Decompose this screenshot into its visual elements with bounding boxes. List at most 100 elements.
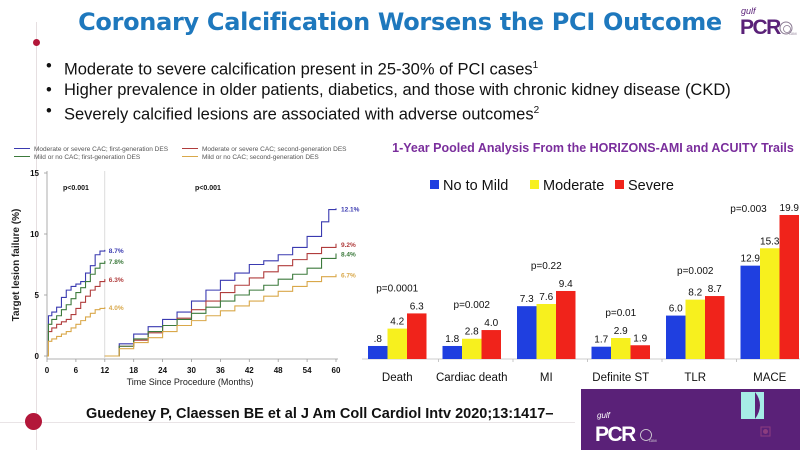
bar-value-label: .8 (374, 334, 383, 345)
end-value-label: 8.7% (109, 248, 124, 255)
footer-logo-small-text: gulf (597, 411, 611, 420)
decorative-vertical-line (36, 22, 37, 450)
bar (442, 345, 462, 359)
bar-chart-title: 1-Year Pooled Analysis From the HORIZONS… (392, 141, 794, 155)
km-line-segment-1 (47, 279, 106, 357)
bar-value-label: 1.7 (594, 335, 608, 346)
bar (536, 304, 556, 359)
bar (556, 290, 576, 359)
logo-main-text: PCR (740, 16, 781, 39)
k-logo-bar (741, 392, 755, 419)
legend-line (182, 156, 198, 157)
logo-ring-icon (779, 21, 793, 35)
km-line-segment-1 (47, 260, 106, 357)
bar (740, 265, 760, 359)
p-value-label: p=0.0001 (376, 283, 418, 294)
y-tick-label: 10 (30, 230, 39, 239)
legend-item: No to Mild (430, 178, 508, 194)
end-value-label: 9.2% (341, 242, 356, 249)
legend-item: Mild or no CAC; first-generation DES (14, 154, 140, 161)
bar (517, 306, 537, 359)
category-label: TLR (684, 372, 706, 384)
bullet-item: Higher prevalence in older patients, dia… (46, 80, 731, 101)
small-square-icon (760, 426, 771, 437)
bar (407, 313, 427, 359)
legend-swatch (530, 180, 539, 189)
x-tick-label: 12 (100, 366, 109, 375)
km-line-segment-2 (104, 274, 337, 357)
bar-value-label: 2.9 (614, 326, 628, 337)
bar (611, 338, 631, 359)
x-tick-label: 24 (158, 366, 167, 375)
bar (368, 345, 388, 359)
bar-value-label: 4.0 (484, 318, 498, 329)
footnote-ref: 1 (532, 60, 539, 71)
end-value-label: 8.4% (341, 252, 356, 259)
y-tick-label: 0 (35, 352, 40, 361)
bar (760, 248, 780, 359)
logo-small-text: gulf (741, 6, 757, 16)
y-tick-label: 15 (30, 169, 39, 178)
p-value-annotation: p<0.001 (63, 185, 89, 192)
x-tick-label: 18 (129, 366, 138, 375)
x-tick-label: 42 (245, 366, 254, 375)
bar (705, 296, 725, 359)
legend-swatch (430, 180, 439, 189)
category-label: MACE (753, 372, 787, 384)
footer-logos: gulf PCR GIM (595, 392, 771, 446)
bar (462, 338, 482, 359)
x-tick-label: 60 (332, 366, 341, 375)
km-line-segment-1 (47, 307, 106, 357)
logo-ring-inner-icon (783, 25, 791, 33)
bar (779, 215, 799, 359)
legend-line (14, 148, 30, 149)
legend-item: Moderate or severe CAC; first-generation… (14, 146, 168, 153)
bar-value-label: 4.2 (390, 317, 404, 328)
legend-item: Moderate or severe CAC; second-generatio… (182, 146, 347, 153)
bar-value-label: 19.9 (780, 203, 800, 214)
bar-value-label: 1.9 (633, 333, 647, 344)
p-value-label: p=0.22 (531, 261, 562, 272)
x-tick-label: 30 (187, 366, 196, 375)
decorative-dot-top (33, 39, 40, 46)
bullet-item: Severely calcified lesions are associate… (46, 101, 731, 125)
footnote-ref: 2 (533, 104, 540, 116)
end-value-label: 7.8% (109, 259, 124, 266)
y-tick-label: 5 (35, 291, 40, 300)
category-label: Cardiac death (436, 372, 508, 384)
logo-suffix-text: GIM (789, 31, 797, 36)
bar-value-label: 9.4 (559, 279, 573, 290)
legend-line (14, 156, 30, 157)
p-value-annotation: p<0.001 (195, 185, 221, 192)
footer-logo-ring-icon (640, 429, 652, 441)
x-tick-label: 6 (74, 366, 79, 375)
bar-value-label: 8.7 (708, 284, 722, 295)
bar (591, 346, 611, 359)
bar-value-label: 2.8 (465, 327, 479, 338)
footer-logo-main-text: PCR (595, 423, 636, 446)
k-logo-icon (755, 392, 764, 419)
bullet-list: Moderate to severe calcification present… (46, 56, 731, 125)
x-axis-label: Time Since Procedure (Months) (127, 377, 254, 387)
category-label: Death (382, 372, 413, 384)
bar (685, 299, 705, 359)
bar-value-label: 6.0 (669, 304, 683, 315)
bar (630, 345, 650, 359)
bar-value-label: 7.3 (520, 294, 534, 305)
category-label: MI (540, 372, 553, 384)
end-value-label: 6.7% (341, 272, 356, 279)
km-line-segment-2 (104, 208, 337, 357)
gulf-pcr-logo: gulf PCR GIM (740, 6, 797, 39)
bar-value-label: 12.9 (741, 254, 761, 265)
p-value-label: p=0.003 (730, 204, 767, 215)
bar-value-label: 1.8 (445, 334, 459, 345)
bar (481, 330, 501, 359)
footer-branding: gulf PCR GIM (581, 389, 800, 450)
x-tick-label: 36 (216, 366, 225, 375)
slide-title: Coronary Calcification Worsens the PCI O… (78, 8, 722, 36)
legend-item: Moderate (530, 178, 604, 194)
x-tick-label: 54 (303, 366, 312, 375)
km-line-chart: 0 5 10 15 0 6 12 18 24 30 36 42 48 54 60 8.7% 12.1% 6.3%… (11, 169, 360, 387)
legend-item: Mild or no CAC; second-generation DES (182, 154, 319, 161)
decorative-horizontal-line (0, 422, 575, 423)
